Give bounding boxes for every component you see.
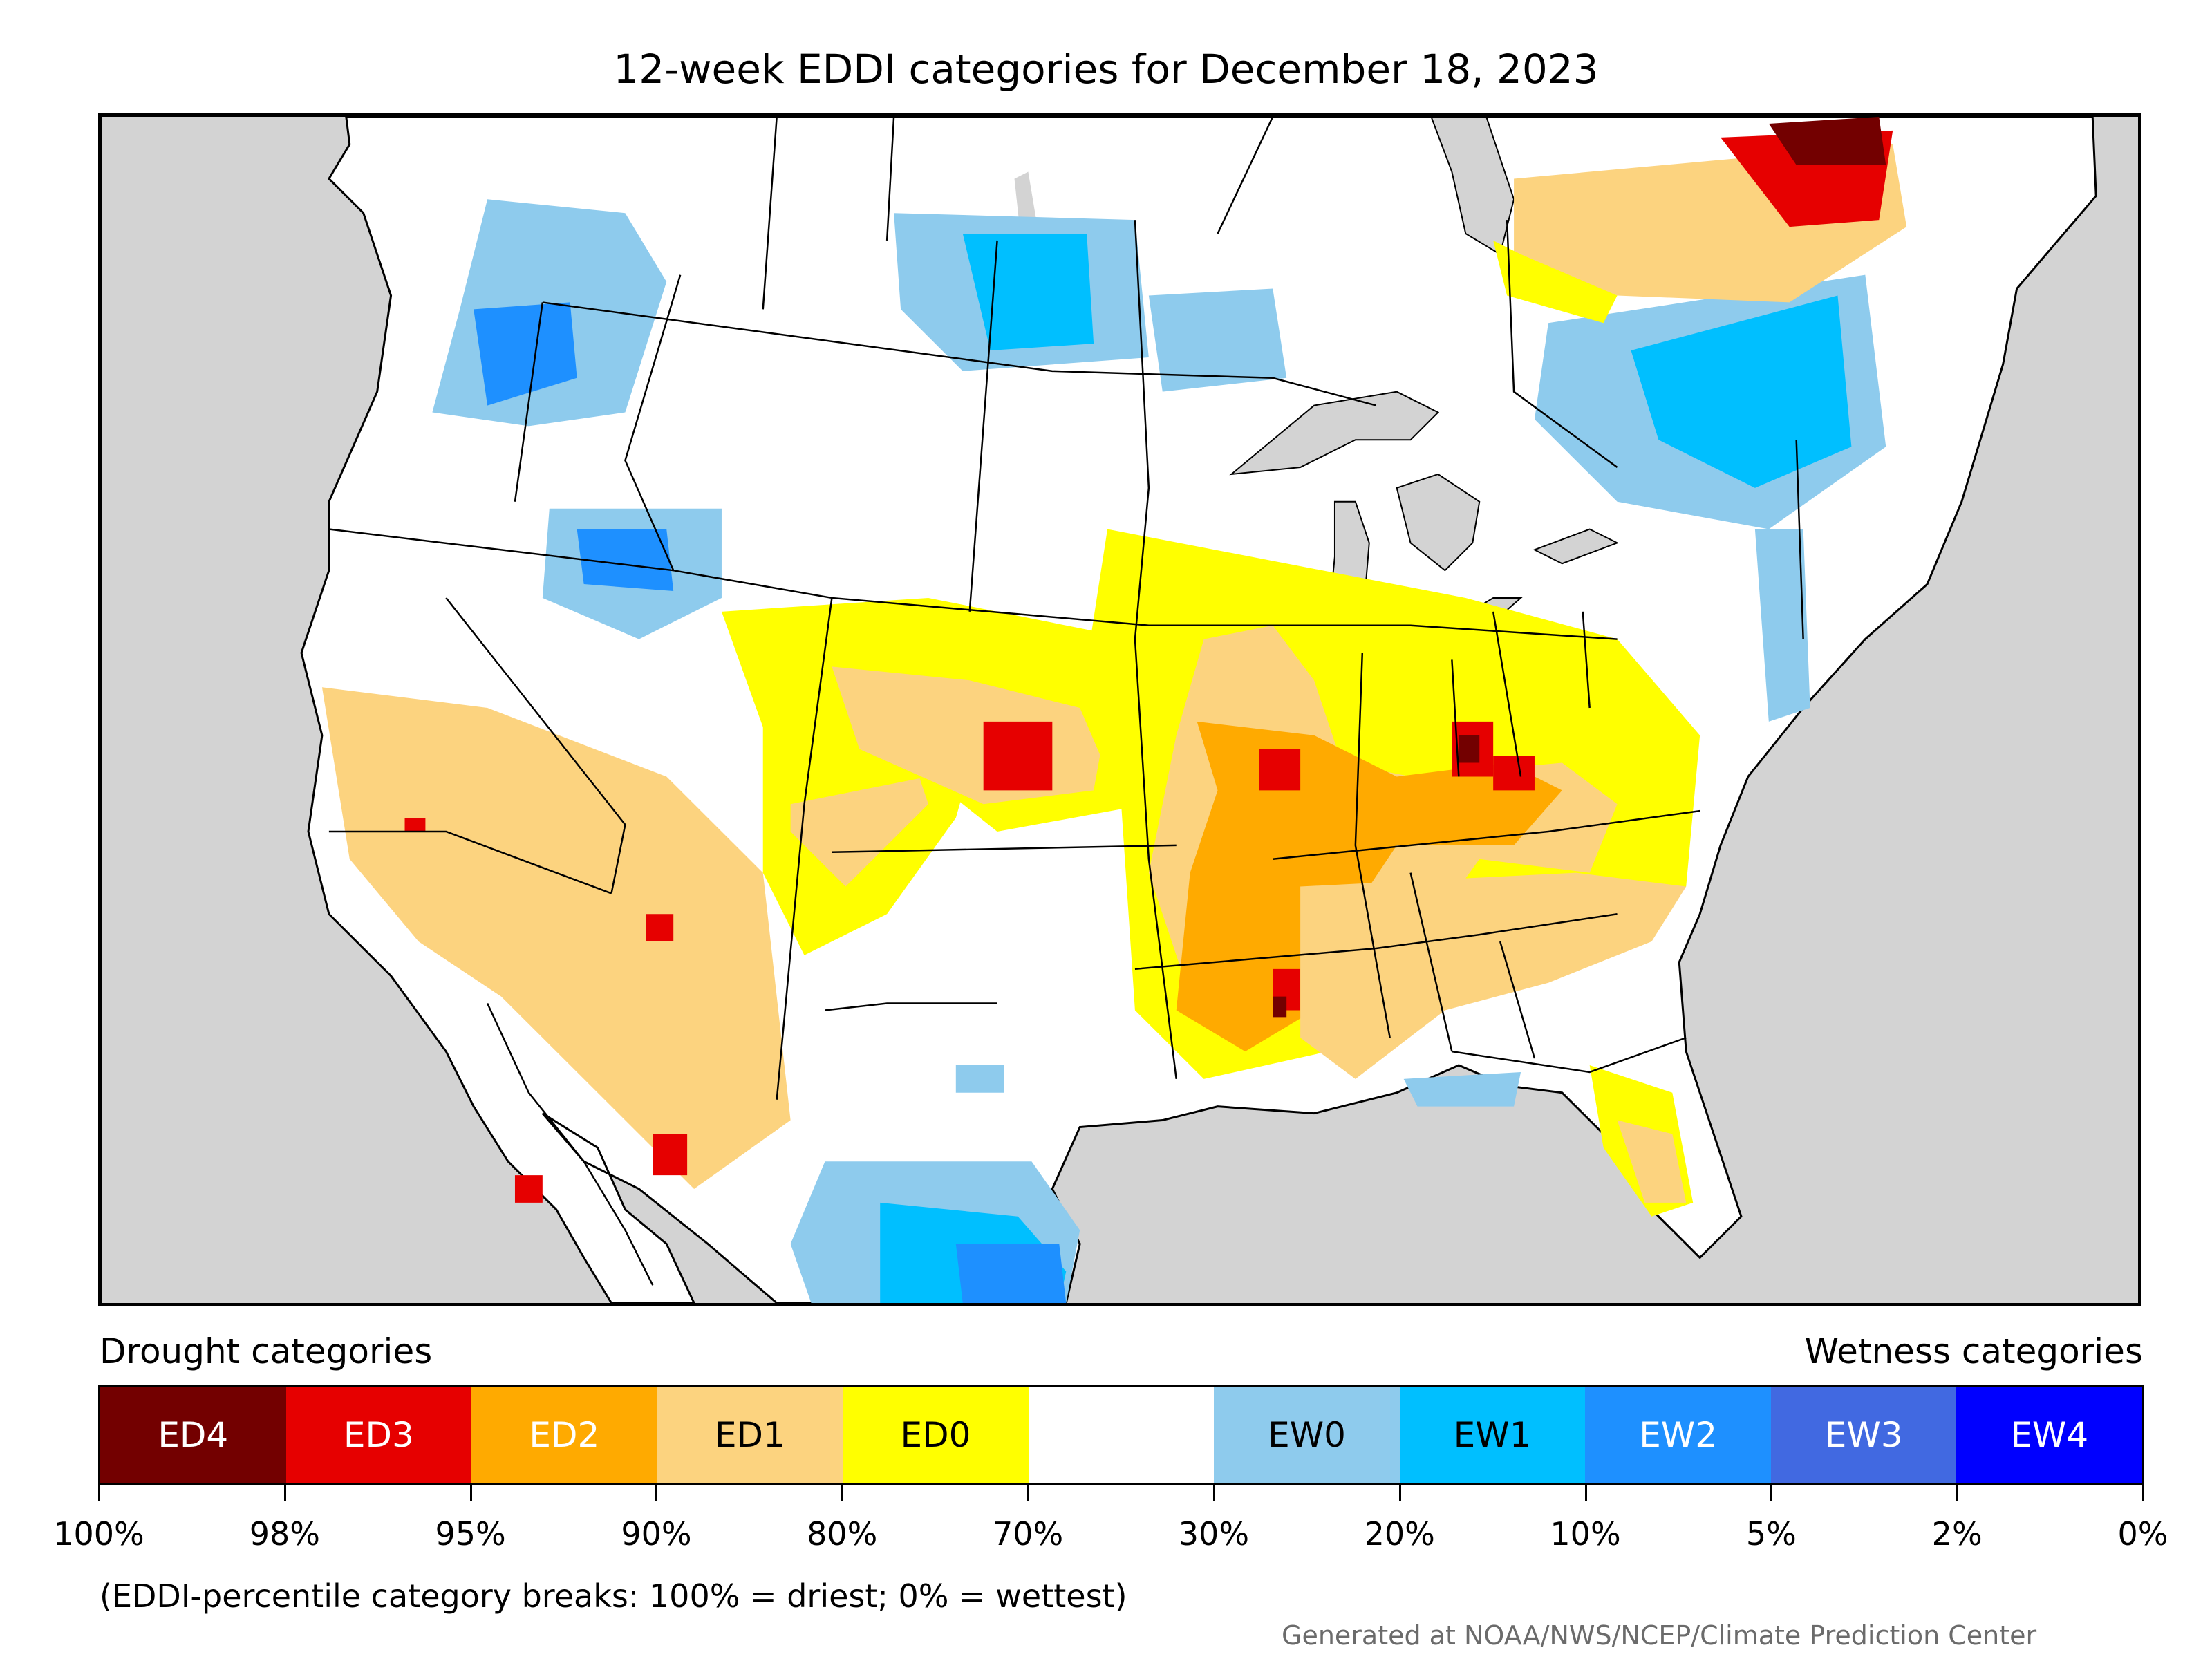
colorbar-tick-label: 20%: [1364, 1515, 1435, 1553]
category-colorbar: ED4 ED3 ED2 ED1 ED0 EW0 EW1 EW2 EW3 EW4: [98, 1385, 2144, 1485]
map-canvas: [300, 117, 2097, 1303]
colorbar-tick-label: 90%: [621, 1515, 692, 1553]
colorbar-tick: [1770, 1485, 1773, 1501]
colorbar-tick: [1956, 1485, 1959, 1501]
lake-huron: [1396, 473, 1481, 572]
colorbar-tick-label: 70%: [992, 1515, 1064, 1553]
category-swatch-ew1: EW1: [1399, 1387, 1586, 1483]
category-swatch-normal: [1028, 1387, 1215, 1483]
footnote: (EDDI-percentile category breaks: 100% =…: [100, 1577, 1127, 1615]
colorbar-tick-label: 98%: [249, 1515, 320, 1553]
colorbar-tick-label: 2%: [1931, 1515, 1983, 1553]
category-swatch-ed4: ED4: [100, 1387, 286, 1483]
colorbar-tick: [1398, 1485, 1401, 1501]
colorbar-tick: [1212, 1485, 1215, 1501]
boundaries: [328, 117, 1804, 1100]
colorbar-tick: [841, 1485, 844, 1501]
colorbar-tick: [283, 1485, 286, 1501]
colorbar-tick: [2142, 1485, 2144, 1501]
colorbar-ticks: [98, 1485, 2144, 1501]
category-swatch-ew0: EW0: [1214, 1387, 1400, 1483]
credit-line: Generated at NOAA/NWS/NCEP/Climate Predi…: [1282, 1620, 2037, 1651]
category-swatch-ed0: ED0: [843, 1387, 1029, 1483]
colorbar-tick-label: 100%: [53, 1515, 144, 1553]
colorbar-tick: [469, 1485, 472, 1501]
wetness-heading: Wetness categories: [1804, 1331, 2143, 1371]
colorbar-tick-label: 10%: [1550, 1515, 1621, 1553]
colorbar-tick: [98, 1485, 100, 1501]
category-swatch-ed2: ED2: [471, 1387, 657, 1483]
colorbar-tick-label: 5%: [1745, 1515, 1797, 1553]
map-title: 12-week EDDI categories for December 18,…: [613, 46, 1599, 93]
colorbar-tick: [655, 1485, 658, 1501]
colorbar-tick: [1584, 1485, 1587, 1501]
category-swatch-ed1: ED1: [657, 1387, 843, 1483]
colorbar-tick-label: 95%: [435, 1515, 506, 1553]
baja-coast: [486, 1003, 654, 1286]
colorbar-tick: [1027, 1485, 1030, 1501]
drought-heading: Drought categories: [100, 1331, 433, 1371]
category-swatch-ew3: EW3: [1770, 1387, 1957, 1483]
eddi-map: [98, 113, 2141, 1306]
lake-superior: [1229, 391, 1440, 476]
category-swatch-ed3: ED3: [285, 1387, 472, 1483]
lake-ontario: [1533, 528, 1620, 565]
category-swatch-ew4: EW4: [1956, 1387, 2143, 1483]
colorbar-tick-label: 30%: [1178, 1515, 1250, 1553]
category-swatch-ew2: EW2: [1585, 1387, 1771, 1483]
category-patches: [321, 117, 1907, 1303]
colorbar-tick-label: 80%: [807, 1515, 878, 1553]
colorbar-tick-label: 0%: [2117, 1515, 2168, 1553]
